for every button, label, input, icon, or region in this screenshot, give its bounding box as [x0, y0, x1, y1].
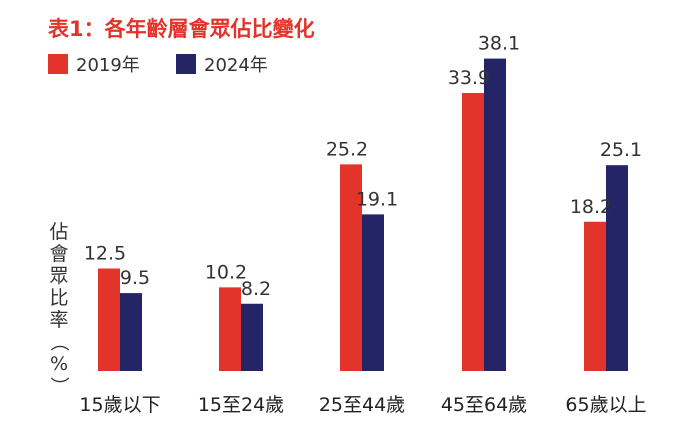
bar-2024年-45至64歲 [484, 58, 506, 371]
y-axis-label-char: 率 [49, 309, 68, 331]
bar-2024年-25至44歲 [362, 214, 384, 371]
y-axis-label-char: 佔 [49, 221, 68, 243]
value-label-2024年-25至44歲: 19.1 [356, 188, 398, 210]
bar-2024年-65歲以上 [606, 165, 628, 371]
category-label-45至64歲: 45至64歲 [441, 394, 527, 416]
category-label-65歲以上: 65歲以上 [565, 394, 646, 416]
chart-title: 表1：各年齡層會眾佔比變化 [48, 17, 315, 41]
legend-swatch-2024 [176, 54, 196, 74]
value-label-2024年-45至64歲: 38.1 [478, 33, 520, 55]
category-label-25至44歲: 25至44歲 [319, 394, 405, 416]
value-label-2019年-65歲以上: 18.2 [570, 196, 612, 218]
legend-label-2024: 2024年 [204, 55, 268, 76]
bar-2024年-15歲以下 [120, 293, 142, 371]
category-label-15歲以下: 15歲以下 [79, 394, 160, 416]
category-label-15至24歲: 15至24歲 [198, 394, 284, 416]
bar-2019年-65歲以上 [584, 221, 606, 371]
legend: 2019年 2024年 [48, 54, 268, 76]
value-labels: 12.59.5 10.28.2 25.2 19.1 33.9 38.1 18.2 25.1 [84, 33, 642, 300]
value-label-2019年-15歲以下: 12.5 [84, 243, 126, 265]
y-axis-label-char: ） [48, 376, 70, 395]
y-axis-label-char: 會 [49, 243, 68, 265]
value-label-2024年-15至24歲: 8.2 [241, 278, 271, 300]
legend-label-2019: 2019年 [76, 55, 140, 76]
bar-2024年-15至24歲 [241, 303, 263, 371]
bars [98, 58, 628, 372]
category-labels: 15歲以下 15至24歲 25至44歲 45至64歲 65歲以上 [79, 394, 646, 416]
legend-swatch-2019 [48, 54, 68, 74]
y-axis-label-char: 比 [49, 287, 68, 309]
y-axis-label-char: （ [48, 332, 70, 351]
y-axis-label-char: 眾 [49, 265, 68, 287]
value-label-2019年-25至44歲: 25.2 [326, 138, 368, 160]
bar-2019年-45至64歲 [462, 93, 484, 372]
bar-2019年-15至24歲 [219, 287, 241, 371]
value-label-2024年-65歲以上: 25.1 [600, 139, 642, 161]
value-label-2024年-15歲以下: 9.5 [120, 267, 150, 289]
bar-2019年-25至44歲 [340, 164, 362, 371]
value-label-2019年-45至64歲: 33.9 [448, 67, 490, 89]
y-axis-label-char: % [50, 353, 68, 375]
value-label-2019年-15至24歲: 10.2 [205, 261, 247, 283]
bar-2019年-15歲以下 [98, 268, 120, 371]
